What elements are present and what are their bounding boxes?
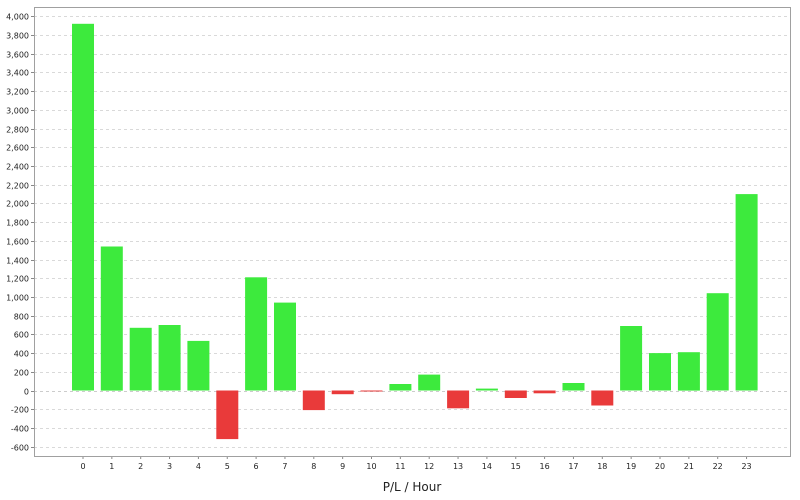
x-tick-label: 0: [80, 462, 85, 471]
y-tick-label: 1,800: [6, 219, 29, 228]
x-tick-label: 16: [540, 462, 550, 471]
bar-hour-3: [158, 325, 181, 391]
x-axis-ticks: 0 1 2 3 4 5 6 7 8 9 10 11 12 13 14 15 16 17 18 19 20 21 22 23: [80, 456, 752, 471]
y-tick-label: 3,800: [6, 32, 29, 41]
x-tick-label: 6: [254, 462, 259, 471]
bar-hour-17: [562, 383, 585, 391]
bar-hour-22: [706, 293, 729, 391]
y-tick-label: 2,200: [6, 182, 29, 191]
y-axis-ticks: -600 -400 -200 0 200 400 600 800 1,000 1,200 1,400…: [6, 13, 34, 453]
y-tick-label: 800: [14, 313, 29, 322]
x-tick-label: 23: [741, 462, 751, 471]
x-tick-label: 5: [225, 462, 230, 471]
x-tick-label: 14: [482, 462, 492, 471]
x-tick-label: 4: [196, 462, 201, 471]
x-tick-label: 8: [311, 462, 316, 471]
y-tick-label: 1,200: [6, 275, 29, 284]
y-tick-label: -400: [11, 425, 29, 434]
bar-hour-9: [331, 390, 354, 395]
bar-hour-0: [72, 23, 94, 391]
x-tick-label: 9: [340, 462, 345, 471]
y-tick-label: 3,000: [6, 107, 29, 116]
bar-hour-23: [735, 194, 758, 391]
x-tick-label: 12: [424, 462, 434, 471]
bar-hour-6: [245, 277, 268, 391]
x-tick-label: 15: [511, 462, 521, 471]
plot-area-frame: [34, 7, 791, 457]
bar-hour-4: [187, 340, 210, 391]
x-tick-label: 13: [453, 462, 463, 471]
bar-hour-20: [649, 353, 671, 391]
bar-hour-16: [533, 390, 556, 394]
bar-hour-1: [100, 246, 123, 391]
bar-hour-2: [129, 327, 152, 391]
bar-hour-21: [677, 352, 700, 391]
bar-hour-7: [274, 302, 296, 391]
x-tick-label: 10: [366, 462, 376, 471]
x-tick-label: 22: [713, 462, 723, 471]
bar-hour-11: [389, 384, 412, 391]
x-tick-label: 21: [684, 462, 694, 471]
y-tick-label: 2,600: [6, 144, 29, 153]
x-tick-label: 20: [655, 462, 665, 471]
y-tick-label: 1,000: [6, 294, 29, 303]
x-tick-label: 18: [597, 462, 607, 471]
y-tick-label: 0: [24, 388, 29, 397]
bars: [72, 23, 758, 440]
x-tick-label: 7: [282, 462, 287, 471]
y-tick-label: 600: [14, 331, 29, 340]
bar-hour-8: [302, 390, 325, 411]
bar-hour-5: [216, 390, 239, 440]
x-axis-title: P/L / Hour: [383, 480, 442, 494]
y-tick-label: 1,600: [6, 238, 29, 247]
y-tick-label: 1,400: [6, 257, 29, 266]
x-tick-label: 17: [568, 462, 578, 471]
bar-hour-13: [447, 390, 470, 409]
y-tick-label: -200: [11, 406, 29, 415]
bar-hour-12: [418, 374, 441, 391]
x-tick-label: 19: [626, 462, 636, 471]
bar-hour-10: [360, 390, 383, 392]
bar-hour-19: [620, 326, 643, 391]
bar-hour-15: [504, 390, 527, 398]
y-tick-label: 3,400: [6, 69, 29, 78]
y-tick-label: 4,000: [6, 13, 29, 22]
x-tick-label: 2: [138, 462, 143, 471]
y-tick-label: 2,400: [6, 163, 29, 172]
y-tick-label: 2,000: [6, 200, 29, 209]
y-tick-label: 400: [14, 350, 29, 359]
y-tick-label: 2,800: [6, 126, 29, 135]
x-tick-label: 1: [109, 462, 114, 471]
bar-hour-18: [591, 390, 614, 406]
y-tick-label: -600: [11, 444, 29, 453]
x-tick-label: 11: [395, 462, 405, 471]
bar-hour-14: [475, 388, 498, 391]
y-tick-label: 200: [14, 369, 29, 378]
y-tick-label: 3,200: [6, 88, 29, 97]
x-tick-label: 3: [167, 462, 172, 471]
y-tick-label: 3,600: [6, 51, 29, 60]
